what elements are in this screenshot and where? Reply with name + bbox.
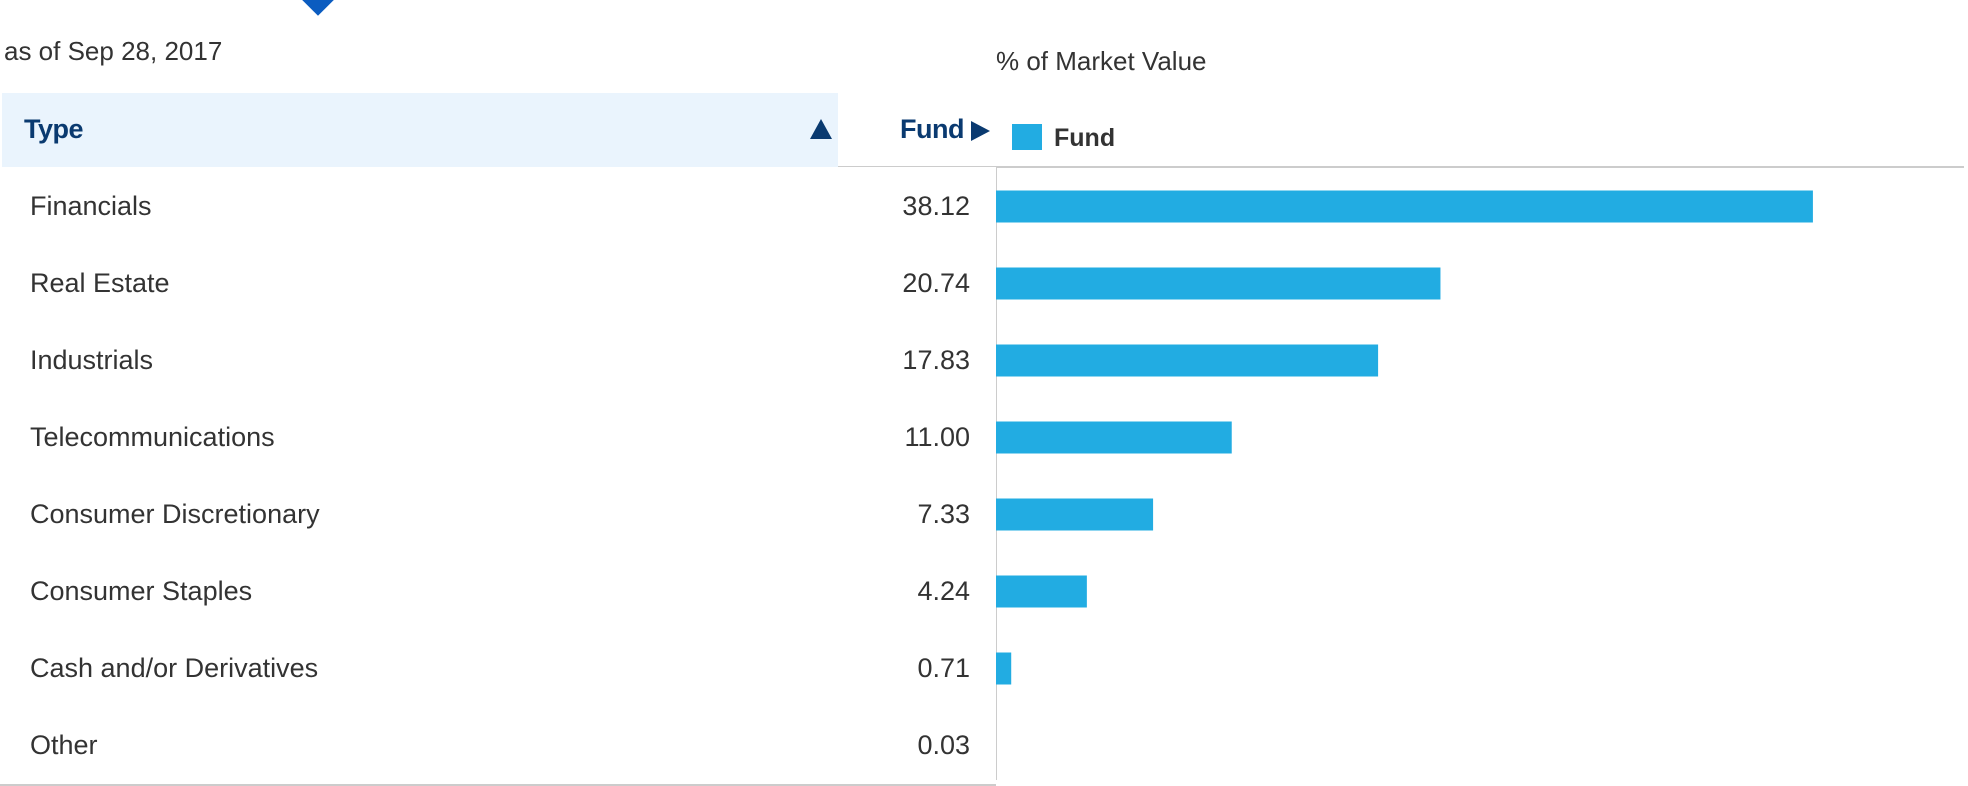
chart-header-divider	[996, 166, 1964, 168]
allocation-table: Financials 38.12 Real Estate 20.74 Indus…	[0, 168, 996, 784]
bar-financials	[996, 190, 1813, 223]
fund-column-header[interactable]: Fund	[900, 114, 964, 144]
row-fund-value: 0.03	[917, 730, 970, 760]
table-row: Real Estate 20.74	[0, 245, 996, 322]
row-fund-value: 7.33	[917, 499, 970, 529]
row-type-label: Consumer Discretionary	[30, 499, 320, 529]
play-arrow-icon[interactable]	[971, 121, 990, 141]
bar-industrials	[996, 344, 1379, 377]
row-type-label: Cash and/or Derivatives	[30, 653, 319, 683]
sort-ascending-icon[interactable]	[810, 119, 832, 139]
table-row: Consumer Staples 4.24	[0, 553, 996, 630]
bar-consumer-staples	[996, 575, 1087, 608]
row-type-label: Real Estate	[30, 268, 170, 298]
row-type-label: Consumer Staples	[30, 576, 253, 606]
row-type-label: Financials	[30, 191, 152, 221]
row-type-label: Other	[30, 730, 98, 760]
legend-swatch	[1012, 124, 1042, 150]
bar-telecommunications	[996, 421, 1232, 454]
table-row: Telecommunications 11.00	[0, 399, 996, 476]
row-fund-value: 4.24	[917, 576, 970, 606]
table-row: Industrials 17.83	[0, 322, 996, 399]
chart-axis-line	[996, 168, 997, 780]
row-type-label: Industrials	[30, 345, 154, 375]
table-row: Financials 38.12	[0, 168, 996, 245]
type-column-header[interactable]: Type	[2, 93, 838, 167]
row-fund-value: 20.74	[902, 268, 970, 298]
row-fund-value: 11.00	[904, 422, 970, 452]
table-row: Consumer Discretionary 7.33	[0, 476, 996, 553]
chart-title: % of Market Value	[996, 46, 1207, 76]
bar-real-estate	[996, 267, 1441, 300]
as-of-date: as of Sep 28, 2017	[4, 36, 223, 66]
header-divider	[838, 166, 996, 167]
legend-label: Fund	[1054, 124, 1116, 152]
row-fund-value: 38.12	[902, 191, 970, 221]
type-column-label: Type	[24, 114, 84, 144]
table-row: Cash and/or Derivatives 0.71	[0, 630, 996, 707]
table-row: Other 0.03	[0, 707, 996, 784]
bar-cash-and-or-derivatives	[996, 652, 1012, 685]
bar-consumer-discretionary	[996, 498, 1154, 531]
row-fund-value: 0.71	[917, 653, 970, 683]
row-fund-value: 17.83	[902, 345, 970, 375]
row-type-label: Telecommunications	[30, 422, 275, 452]
